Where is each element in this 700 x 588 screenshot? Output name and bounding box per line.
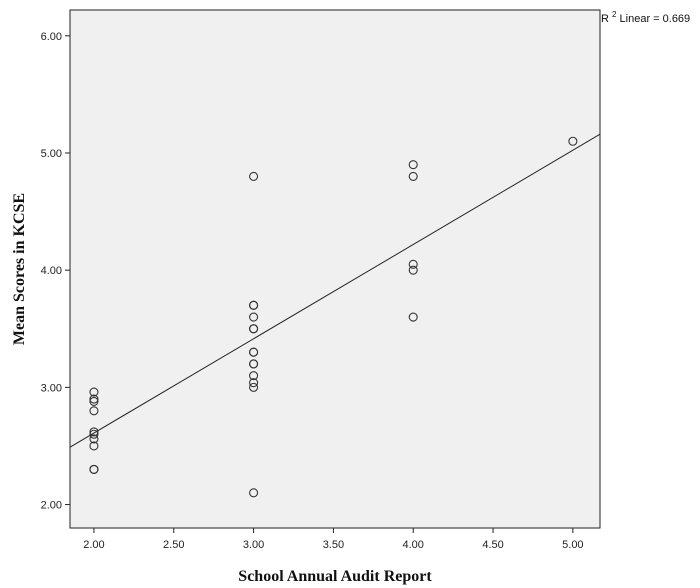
- scatter-point: [89, 406, 99, 416]
- x-tick-label: 3.50: [323, 539, 344, 551]
- scatter-point: [89, 429, 99, 439]
- scatter-point: [89, 434, 99, 444]
- scatter-point: [89, 396, 99, 406]
- y-axis-title: Mean Scores in KCSE: [11, 193, 28, 345]
- scatter-point: [408, 171, 418, 181]
- y-tick-label: 3.00: [41, 382, 62, 394]
- scatter-point: [249, 378, 259, 388]
- x-tick-label: 4.00: [403, 539, 424, 551]
- x-tick-label: 2.50: [163, 539, 184, 551]
- scatter-point: [249, 488, 259, 498]
- y-tick-label: 2.00: [41, 500, 62, 512]
- r-squared-value: Linear = 0.669: [620, 13, 691, 25]
- scatter-point: [249, 347, 259, 357]
- y-tick-label: 6.00: [41, 31, 62, 43]
- x-tick-label: 2.00: [83, 539, 104, 551]
- scatter-point: [408, 312, 418, 322]
- scatter-point: [249, 359, 259, 369]
- scatter-point: [408, 265, 418, 275]
- scatter-point: [249, 300, 259, 310]
- y-tick-label: 4.00: [41, 265, 62, 277]
- r-squared-base: R: [601, 13, 609, 25]
- scatter-point: [249, 171, 259, 181]
- scatter-point: [249, 324, 259, 334]
- scatter-point: [89, 427, 99, 437]
- scatter-point: [249, 382, 259, 392]
- scatter-point: [408, 160, 418, 170]
- scatter-point: [89, 464, 99, 474]
- scatter-point: [568, 136, 578, 146]
- scatter-point: [89, 394, 99, 404]
- x-tick-label: 4.50: [482, 539, 503, 551]
- scatter-point: [89, 441, 99, 451]
- scatter-point: [408, 259, 418, 269]
- scatter-point: [249, 312, 259, 322]
- r-squared-sup: 2: [612, 10, 617, 19]
- x-tick-label: 3.00: [243, 539, 264, 551]
- linear-fit-line: [69, 133, 601, 448]
- scatter-point: [249, 371, 259, 381]
- r-squared-annotation: R 2 Linear = 0.669: [601, 8, 690, 25]
- y-tick-label: 5.00: [41, 148, 62, 160]
- plot-area: [69, 9, 601, 529]
- x-tick-label: 5.00: [562, 539, 583, 551]
- x-axis-title: School Annual Audit Report: [238, 568, 432, 585]
- scatter-point: [89, 387, 99, 397]
